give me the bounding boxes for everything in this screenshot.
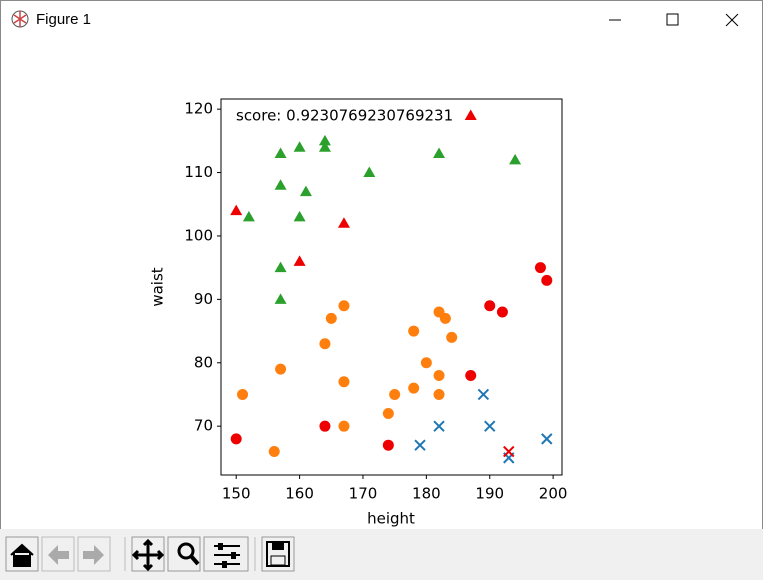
toolbar bbox=[0, 529, 763, 580]
y-tick-label: 110 bbox=[184, 163, 213, 181]
home-button[interactable] bbox=[5, 536, 39, 572]
point bbox=[275, 363, 287, 375]
pan-button[interactable] bbox=[131, 536, 165, 572]
point bbox=[465, 369, 477, 381]
point bbox=[433, 147, 446, 159]
back-button[interactable] bbox=[41, 536, 75, 572]
x-axis-label: height bbox=[367, 510, 415, 528]
point bbox=[433, 369, 445, 381]
zoom-button[interactable] bbox=[167, 536, 201, 572]
point bbox=[319, 420, 331, 432]
point bbox=[337, 217, 350, 228]
point bbox=[268, 446, 280, 458]
point bbox=[414, 439, 426, 451]
point bbox=[496, 306, 508, 318]
point bbox=[338, 376, 350, 388]
y-tick-label: 90 bbox=[194, 290, 213, 308]
point bbox=[439, 312, 451, 324]
maximize-button[interactable] bbox=[666, 13, 679, 26]
point bbox=[433, 420, 445, 432]
y-tick-label: 100 bbox=[184, 226, 213, 244]
annotation: score: 0.9230769230769231 bbox=[236, 107, 453, 125]
x-tick-label: 170 bbox=[349, 485, 378, 503]
point bbox=[274, 147, 287, 159]
point bbox=[484, 300, 496, 312]
x-tick-label: 160 bbox=[285, 485, 314, 503]
app-icon-detail bbox=[13, 11, 27, 27]
point bbox=[319, 338, 331, 350]
point bbox=[274, 179, 287, 190]
y-tick-label: 70 bbox=[194, 417, 213, 435]
x-tick-label: 190 bbox=[475, 485, 504, 503]
point bbox=[274, 261, 287, 273]
point bbox=[293, 141, 306, 152]
point bbox=[382, 439, 394, 451]
y-tick-label: 120 bbox=[184, 100, 213, 118]
point bbox=[464, 109, 477, 120]
point bbox=[230, 433, 242, 445]
point bbox=[509, 153, 522, 165]
point bbox=[230, 204, 243, 216]
point bbox=[363, 166, 376, 178]
point bbox=[389, 388, 401, 400]
x-tick-label: 180 bbox=[412, 485, 441, 503]
point bbox=[299, 185, 312, 197]
point bbox=[382, 407, 394, 419]
point bbox=[446, 331, 458, 343]
point bbox=[325, 312, 337, 324]
point bbox=[503, 445, 515, 458]
x-tick-label: 200 bbox=[539, 485, 568, 503]
point bbox=[541, 433, 553, 445]
point bbox=[484, 420, 496, 432]
point bbox=[420, 357, 432, 369]
close-button[interactable] bbox=[725, 13, 739, 27]
forward-button[interactable] bbox=[77, 536, 111, 572]
point bbox=[338, 300, 350, 312]
point bbox=[477, 388, 490, 401]
save-button[interactable] bbox=[261, 536, 295, 572]
point bbox=[274, 293, 287, 304]
point bbox=[408, 382, 420, 394]
point bbox=[408, 325, 420, 337]
y-tick-label: 80 bbox=[194, 353, 213, 371]
point bbox=[293, 210, 306, 222]
y-axis-label: waist bbox=[149, 267, 167, 306]
window-title: Figure 1 bbox=[36, 11, 91, 28]
point bbox=[242, 210, 255, 222]
point bbox=[237, 388, 249, 400]
point bbox=[338, 420, 350, 432]
point bbox=[541, 274, 553, 286]
point bbox=[318, 141, 331, 152]
point bbox=[433, 388, 445, 400]
point bbox=[293, 255, 306, 266]
configure-button[interactable] bbox=[203, 536, 249, 572]
point bbox=[534, 262, 546, 274]
plot-area bbox=[220, 98, 563, 476]
x-tick-label: 150 bbox=[222, 485, 251, 503]
point bbox=[318, 134, 331, 146]
